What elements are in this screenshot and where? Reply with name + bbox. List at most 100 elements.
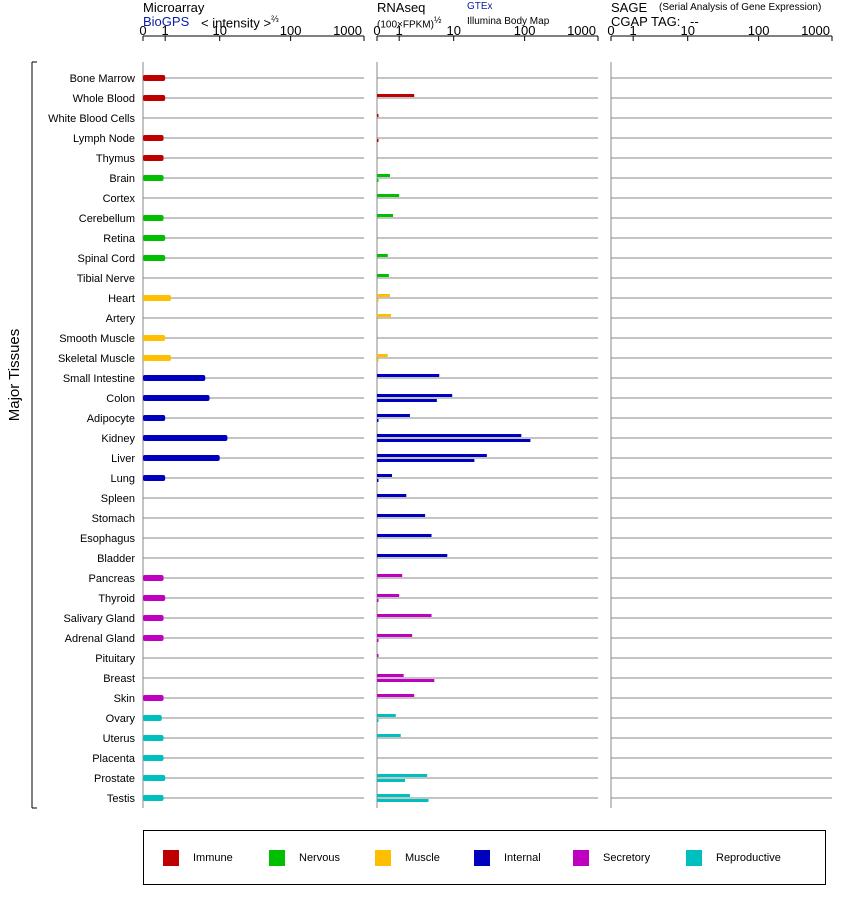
tissue-label: Adipocyte [87, 413, 135, 425]
tissue-label: Stomach [92, 513, 135, 525]
rnaseq-gtex-bar [377, 394, 453, 397]
sage-axis-tick-label: 1 [630, 23, 637, 38]
tissue-label: Skeletal Muscle [58, 353, 135, 365]
microarray-axis-tick-label: 1000 [333, 23, 362, 38]
microarray-bar [143, 295, 172, 301]
microarray-bar [143, 355, 172, 361]
rnaseq-ibm-bar [377, 299, 379, 302]
tissue-label: Lung [111, 473, 135, 485]
tissue-label: Small Intestine [63, 373, 135, 385]
rnaseq-gtex-bar [377, 574, 403, 577]
microarray-unit-exponent: ⅔ [271, 14, 279, 24]
rnaseq-unit: (100×FPKM)½ [377, 15, 441, 30]
tissue-label: Kidney [101, 433, 135, 445]
legend-swatch-secretory [573, 850, 589, 866]
sage-title: SAGE [611, 0, 648, 15]
rnaseq-axis-tick-label: 100 [514, 23, 536, 38]
gtex-link[interactable]: GTEx [467, 1, 493, 12]
rnaseq-title: RNAseq [377, 0, 426, 15]
cgap-tag-value: -- [689, 14, 699, 29]
rnaseq-gtex-bar [377, 354, 388, 357]
tissue-label: Heart [108, 293, 135, 305]
microarray-bar [143, 735, 164, 741]
legend-label-internal: Internal [504, 852, 541, 864]
microarray-bar [143, 75, 166, 81]
microarray-bar [143, 335, 166, 341]
tissue-label: Cortex [103, 193, 136, 205]
rnaseq-ibm-bar [377, 399, 437, 402]
rnaseq-unit-exponent: ½ [433, 15, 442, 25]
legend-item-muscle: Muscle [375, 850, 440, 866]
legend-swatch-reproductive [686, 850, 702, 866]
microarray-bar [143, 375, 206, 381]
legend-item-immune: Immune [163, 850, 233, 866]
tissue-label: Brain [109, 173, 135, 185]
microarray-bar [143, 795, 164, 801]
biogps-link[interactable]: BioGPS [143, 14, 190, 29]
microarray-bar [143, 135, 164, 141]
tissue-label: White Blood Cells [48, 113, 135, 125]
microarray-bar [143, 695, 164, 701]
microarray-bar [143, 615, 164, 621]
legend-label-muscle: Muscle [405, 852, 440, 864]
illumina-body-map-link[interactable]: Illumina Body Map [467, 16, 550, 27]
microarray-bar [143, 775, 166, 781]
tissue-label: Skin [114, 693, 135, 705]
rnaseq-gtex-bar [377, 494, 407, 497]
rnaseq-ibm-bar [377, 799, 429, 802]
rnaseq-gtex-bar [377, 794, 410, 797]
rnaseq-gtex-bar [377, 714, 396, 717]
tissue-label: Thymus [96, 153, 136, 165]
rnaseq-gtex-bar [377, 434, 522, 437]
microarray-bar [143, 175, 164, 181]
legend-item-nervous: Nervous [269, 850, 340, 866]
microarray-bar [143, 575, 164, 581]
microarray-bar [143, 155, 164, 161]
rnaseq-gtex-bar [377, 654, 379, 657]
microarray-bar [143, 595, 166, 601]
rnaseq-gtex-bar [377, 594, 400, 597]
rnaseq-gtex-bar [377, 634, 413, 637]
microarray-axis-tick-label: 100 [280, 23, 302, 38]
rnaseq-gtex-bar [377, 254, 388, 257]
rnaseq-gtex-bar [377, 194, 400, 197]
tissue-label: Placenta [92, 753, 136, 765]
legend-label-secretory: Secretory [603, 852, 651, 864]
legend-item-reproductive: Reproductive [686, 850, 781, 866]
tissue-label: Uterus [103, 733, 136, 745]
legend-swatch-muscle [375, 850, 391, 866]
tissue-label: Spinal Cord [78, 253, 135, 265]
tissue-label: Spleen [101, 493, 135, 505]
legend-swatch-nervous [269, 850, 285, 866]
tissue-label: Thyroid [98, 593, 135, 605]
tissue-label: Tibial Nerve [77, 273, 135, 285]
microarray-bar [143, 715, 162, 721]
rnaseq-ibm-bar [377, 679, 435, 682]
tissue-label: Cerebellum [79, 213, 135, 225]
sage-axis-tick-label: 100 [748, 23, 770, 38]
rnaseq-gtex-bar [377, 274, 389, 277]
rnaseq-gtex-bar [377, 514, 426, 517]
rnaseq-axis-tick-label: 0 [373, 23, 380, 38]
tissue-label: Testis [107, 793, 136, 805]
rnaseq-gtex-bar [377, 674, 404, 677]
cgap-tag: CGAP TAG: -- [611, 14, 699, 29]
rnaseq-gtex-bar [377, 414, 410, 417]
rnaseq-ibm-bar [377, 359, 379, 362]
tissue-label: Whole Blood [73, 93, 135, 105]
tissue-label: Bladder [97, 553, 135, 565]
rnaseq-ibm-bar [377, 459, 475, 462]
tissue-label: Ovary [106, 713, 136, 725]
rnaseq-gtex-bar [377, 734, 401, 737]
legend-item-internal: Internal [474, 850, 541, 866]
tissue-label: Prostate [94, 773, 135, 785]
rnaseq-axis-tick-label: 1 [396, 23, 403, 38]
rnaseq-unit-label: (100×FPKM) [377, 19, 434, 31]
rnaseq-axis-tick-label: 10 [446, 23, 460, 38]
rnaseq-gtex-bar [377, 294, 390, 297]
microarray-unit: < intensity >⅔ [201, 14, 279, 30]
tissue-label: Bone Marrow [70, 73, 135, 85]
rnaseq-ibm-bar [377, 439, 531, 442]
legend-label-reproductive: Reproductive [716, 852, 781, 864]
